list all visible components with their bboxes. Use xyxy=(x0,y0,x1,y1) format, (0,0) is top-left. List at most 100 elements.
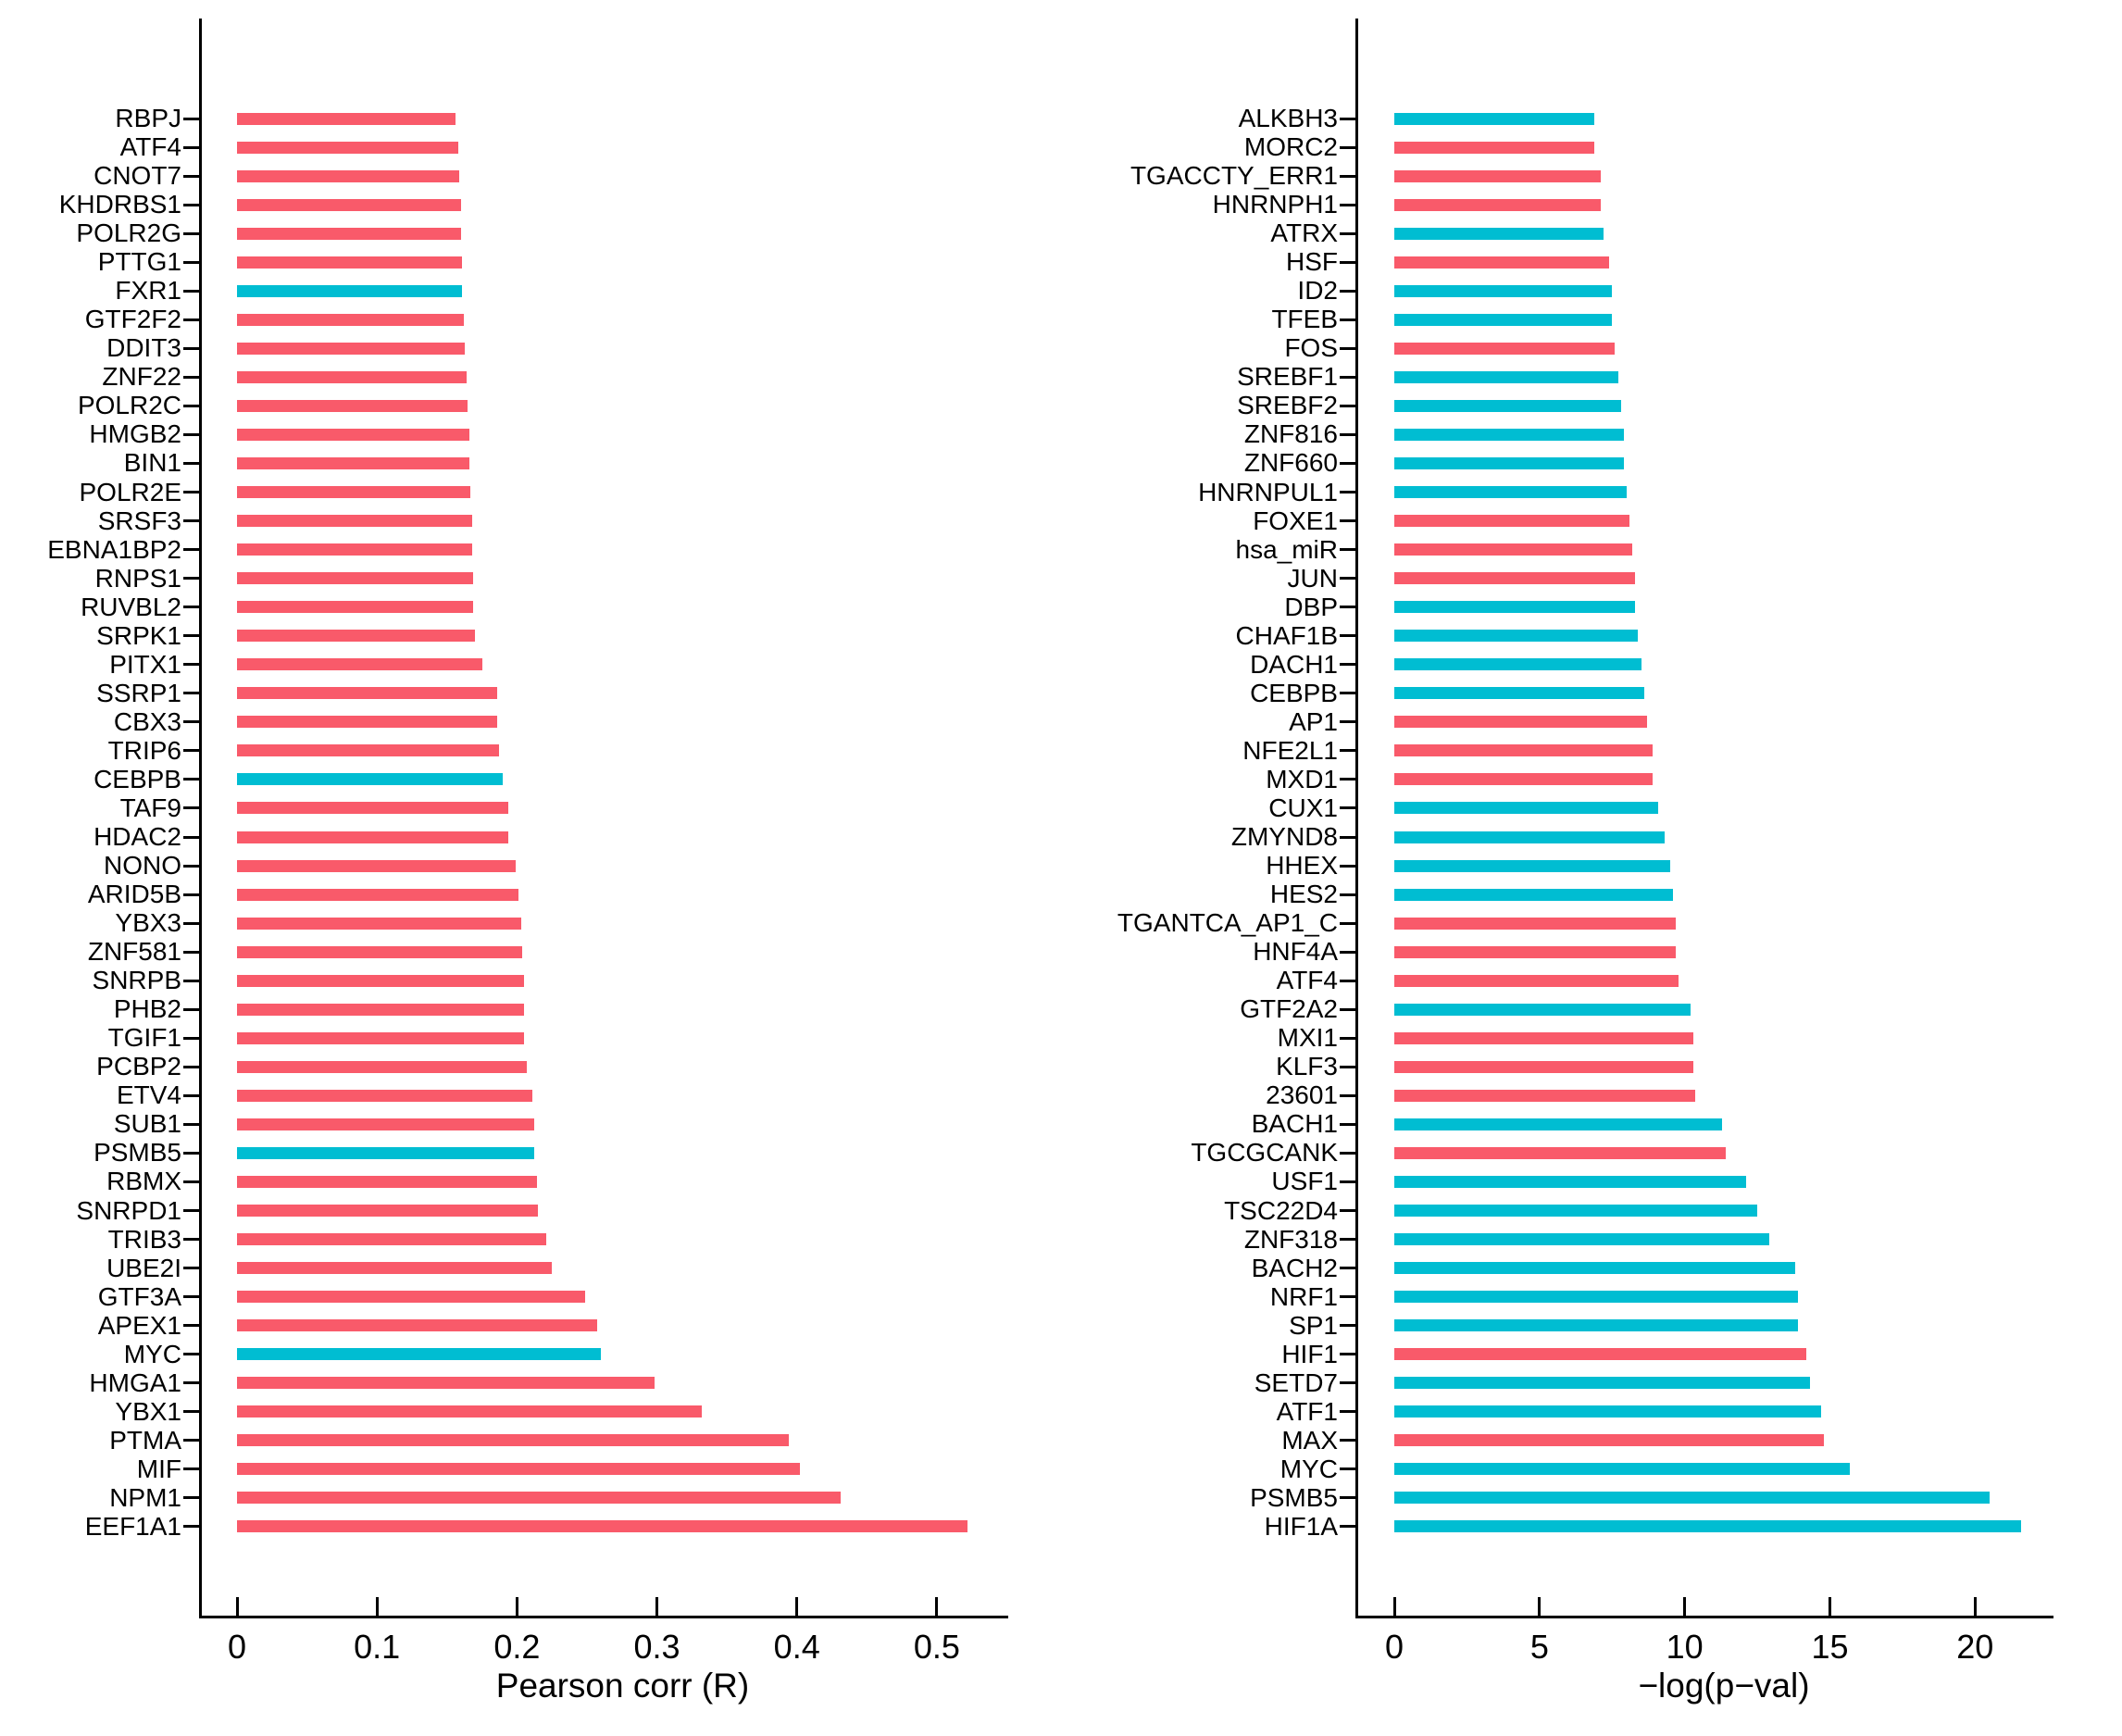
y-axis-label: MORC2 xyxy=(1243,132,1338,162)
x-tick xyxy=(1538,1597,1542,1616)
y-tick xyxy=(1340,231,1355,235)
y-tick xyxy=(183,432,199,436)
y-tick xyxy=(183,1122,199,1126)
x-tick xyxy=(795,1597,799,1616)
y-axis-label: SUB1 xyxy=(113,1109,181,1139)
bar xyxy=(237,1003,524,1016)
y-axis-label: MXD1 xyxy=(1266,764,1338,793)
y-axis-label: ZNF318 xyxy=(1243,1224,1338,1254)
bar xyxy=(237,744,499,757)
bar xyxy=(1394,515,1630,528)
bar xyxy=(1394,716,1647,729)
y-tick xyxy=(1340,289,1355,293)
y-tick xyxy=(1340,318,1355,321)
bar xyxy=(237,859,516,872)
x-tick-label: 0.5 xyxy=(913,1628,960,1666)
bar xyxy=(1394,773,1654,786)
bar xyxy=(1394,630,1639,643)
y-axis-label: SNRPD1 xyxy=(76,1195,181,1225)
y-tick xyxy=(1340,950,1355,954)
bar xyxy=(1394,284,1613,297)
y-axis-label: ALKBH3 xyxy=(1238,104,1338,132)
bar xyxy=(237,227,461,240)
y-axis-label: DDIT3 xyxy=(106,333,181,363)
bar xyxy=(237,141,458,154)
y-tick xyxy=(183,950,199,954)
y-tick xyxy=(183,1525,199,1529)
y-axis-label: BACH1 xyxy=(1251,1109,1338,1139)
bar xyxy=(237,802,509,815)
y-axis-label: POLR2E xyxy=(79,477,182,506)
y-tick xyxy=(183,346,199,350)
y-tick xyxy=(183,692,199,695)
bar xyxy=(237,1233,547,1246)
y-axis-label: SRPK1 xyxy=(96,620,181,650)
bar xyxy=(237,888,518,901)
y-tick xyxy=(183,375,199,379)
y-tick xyxy=(1340,260,1355,264)
bar xyxy=(1394,543,1633,556)
y-axis-label: APEX1 xyxy=(97,1310,181,1340)
bar xyxy=(237,773,504,786)
y-tick xyxy=(1340,663,1355,667)
y-axis-label: RBPJ xyxy=(115,104,181,132)
bar xyxy=(1394,917,1677,930)
y-tick xyxy=(183,1093,199,1097)
y-axis-label: SNRPB xyxy=(92,966,181,995)
y-tick xyxy=(183,921,199,925)
bar xyxy=(1394,1520,2022,1533)
bar xyxy=(1394,1060,1694,1073)
y-axis-label: SREBF2 xyxy=(1237,391,1338,420)
x-tick-label: 0.3 xyxy=(633,1628,680,1666)
x-tick-label: 0 xyxy=(1384,1628,1404,1666)
y-axis-label: HIF1 xyxy=(1281,1339,1338,1368)
y-tick xyxy=(183,1467,199,1471)
y-axis-label: TRIB3 xyxy=(107,1224,181,1254)
y-tick xyxy=(183,1209,199,1213)
y-tick xyxy=(183,318,199,321)
bar xyxy=(237,342,466,355)
y-axis-label: PTTG1 xyxy=(97,247,181,277)
bar xyxy=(1394,1205,1758,1218)
x-tick-label: 20 xyxy=(1956,1628,1994,1666)
bar xyxy=(1394,227,1604,240)
bar xyxy=(237,687,498,700)
y-axis-label: hsa_miR xyxy=(1235,534,1338,564)
bar xyxy=(237,974,524,987)
y-axis-label: SSRP1 xyxy=(96,678,181,707)
y-axis-label: TGANTCA_AP1_C xyxy=(1117,908,1338,938)
y-axis-label: FXR1 xyxy=(115,276,181,306)
y-tick xyxy=(183,606,199,609)
y-tick xyxy=(183,893,199,896)
bar xyxy=(1394,399,1621,412)
y-tick xyxy=(183,1036,199,1040)
y-tick xyxy=(1340,1122,1355,1126)
y-axis-label: HDAC2 xyxy=(94,822,181,851)
y-axis-label: YBX3 xyxy=(115,908,181,938)
y-tick xyxy=(183,864,199,868)
y-axis-label: ATF4 xyxy=(1276,966,1338,995)
bar xyxy=(237,284,463,297)
y-axis-label: ARID5B xyxy=(87,880,181,909)
y-tick xyxy=(1340,921,1355,925)
bar xyxy=(237,1463,800,1476)
y-axis-label: DACH1 xyxy=(1250,649,1338,679)
bar xyxy=(1394,1031,1694,1044)
bar xyxy=(1394,658,1641,671)
y-axis-label: TGACCTY_ERR1 xyxy=(1130,161,1338,191)
y-axis-label: RBMX xyxy=(106,1167,181,1196)
y-axis-label: MYC xyxy=(1279,1454,1338,1483)
bar xyxy=(1394,1175,1746,1188)
bar xyxy=(1394,456,1624,469)
bar xyxy=(237,658,482,671)
bar xyxy=(237,945,523,958)
y-tick xyxy=(183,1324,199,1328)
y-axis-label: ZMYND8 xyxy=(1230,822,1338,851)
y-axis-label: PITX1 xyxy=(109,649,181,679)
y-tick xyxy=(1340,174,1355,178)
y-axis-label: HNRNPH1 xyxy=(1212,190,1338,219)
y-axis-label: PCBP2 xyxy=(96,1052,181,1081)
bar xyxy=(1394,1118,1723,1130)
y-tick xyxy=(183,117,199,120)
